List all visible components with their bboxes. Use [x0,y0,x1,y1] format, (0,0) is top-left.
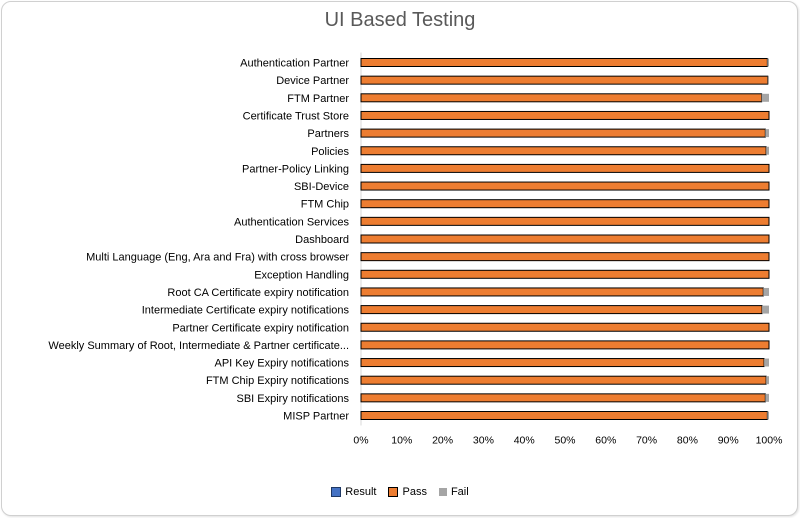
bar-pass [360,163,770,173]
bar-fail [766,376,769,385]
bar-pass [360,375,767,385]
bar-pass [360,252,770,262]
bar-pass [360,340,770,350]
bar-fail [761,93,769,102]
category-label: Multi Language (Eng, Ara and Fra) with c… [86,252,349,264]
bar-pass [360,393,766,403]
legend-item-fail: Fail [438,486,469,498]
x-tick-label: 30% [473,435,494,447]
category-label: Exception Handling [254,269,349,281]
legend-label-pass: Pass [402,486,427,498]
category-label: Device Partner [276,75,349,87]
x-tick-label: 0% [353,435,368,447]
legend-item-result: Result [331,486,376,498]
bar-pass [360,110,770,120]
category-label: Authentication Services [234,216,349,228]
bar-pass [360,269,770,279]
category-label: FTM Partner [287,93,349,105]
bar-fail [764,358,769,367]
x-tick-label: 80% [677,435,698,447]
bar-fail [765,393,769,402]
bar-pass [360,128,766,138]
category-label: Authentication Partner [240,58,349,70]
x-tick-label: 50% [554,435,575,447]
legend: Result Pass Fail [0,486,800,498]
legend-item-pass: Pass [388,486,427,498]
bar-fail [762,305,769,314]
bar-pass [360,181,770,191]
legend-swatch-fail [438,488,447,496]
legend-swatch-result [331,487,342,497]
legend-label-fail: Fail [450,486,469,498]
bar-fail [767,76,769,85]
category-label: Partner-Policy Linking [242,163,349,175]
category-label: Policies [311,146,349,158]
category-label: API Key Expiry notifications [214,358,349,370]
x-tick-label: 10% [391,435,412,447]
category-label: Certificate Trust Store [243,110,349,122]
legend-swatch-pass [388,487,399,497]
bar-fail [766,146,769,155]
category-label: SBI-Device [294,181,349,193]
category-label: FTM Chip Expiry notifications [206,375,350,387]
bar-pass [360,93,763,103]
category-label: Weekly Summary of Root, Intermediate & P… [48,340,349,352]
bar-pass [360,234,770,244]
bar-pass [360,75,769,85]
bar-pass [360,287,764,297]
bar-fail [767,411,769,420]
bar-pass [360,199,770,209]
bar-fail [767,58,769,67]
bar-pass [360,305,763,315]
bar-pass [360,358,765,368]
category-label: FTM Chip [301,199,349,211]
category-label: MISP Partner [283,411,349,423]
x-tick-label: 70% [636,435,657,447]
category-label: Dashboard [295,234,349,246]
bar-fail [765,129,769,138]
category-label: Root CA Certificate expiry notification [167,287,349,299]
category-label: SBI Expiry notifications [237,393,350,405]
bar-fail [763,287,769,296]
bar-pass [360,411,768,420]
x-tick-label: 90% [718,435,739,447]
category-label: Partner Certificate expiry notification [172,322,349,334]
x-tick-label: 60% [595,435,616,447]
chart-title: UI Based Testing [324,9,476,31]
legend-label-result: Result [345,486,377,498]
bar-pass [360,58,768,67]
x-tick-label: 40% [514,435,535,447]
bar-pass [360,146,767,156]
x-tick-label: 100% [756,435,783,447]
x-tick-label: 20% [432,435,453,447]
bar-pass [360,216,770,226]
category-label: Partners [307,128,349,140]
bar-pass [360,322,770,332]
category-label: Intermediate Certificate expiry notifica… [142,305,350,317]
